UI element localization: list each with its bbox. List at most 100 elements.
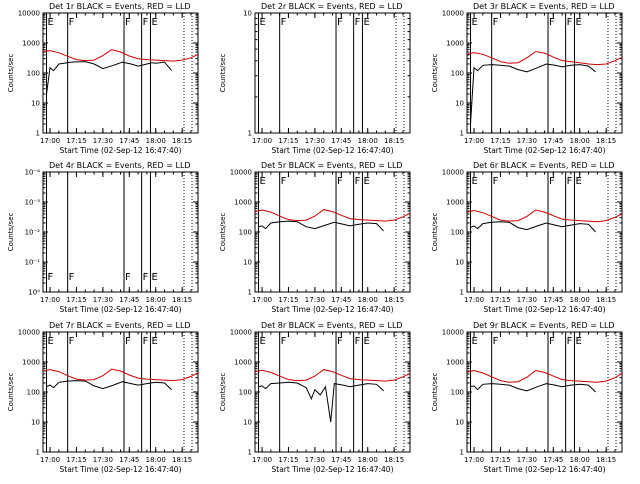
y-axis-label: Counts/sec: [219, 373, 227, 412]
y-tick-label: 10: [31, 419, 40, 427]
flag-label: F: [337, 176, 343, 187]
x-tick-label: 18:00: [146, 296, 166, 304]
flag-label: F: [355, 336, 361, 347]
flag-label: F: [493, 17, 499, 28]
flag-label: F: [69, 17, 75, 28]
y-tick-label: 1000: [446, 199, 464, 207]
flag-label: E: [48, 17, 54, 28]
flag-label: F: [355, 176, 361, 187]
plot-frame: [254, 171, 411, 293]
plot-frame: [466, 12, 623, 134]
x-tick-label: 17:30: [305, 456, 325, 464]
y-tick-label: 10⁻¹: [25, 259, 41, 267]
series-line: [258, 381, 384, 423]
y-tick-label: 10⁰: [28, 289, 40, 297]
x-tick-label: 17:45: [543, 137, 563, 145]
y-tick-label: 1: [36, 449, 40, 457]
plot-frame: [42, 12, 199, 134]
x-axis-label: Start Time (02-Sep-12 16:47:40): [272, 305, 394, 314]
flag-label: F: [337, 336, 343, 347]
panel-title: Det 4r BLACK = Events, RED = LLD: [49, 161, 191, 170]
y-axis-label: Counts/sec: [431, 54, 439, 93]
x-tick-label: 18:15: [596, 137, 616, 145]
y-tick-label: 10000: [442, 329, 464, 337]
x-tick-label: 18:00: [146, 137, 166, 145]
y-axis-label: Counts/sec: [431, 213, 439, 252]
series-line: [42, 368, 199, 382]
x-tick-label: 18:00: [358, 137, 378, 145]
flag-label: F: [337, 17, 343, 28]
x-tick-label: 17:00: [464, 137, 484, 145]
x-tick-label: 17:45: [119, 137, 139, 145]
flag-label: F: [549, 176, 555, 187]
plot-frame: [254, 12, 411, 134]
x-tick-label: 18:15: [172, 296, 192, 304]
y-tick-label: 10: [455, 419, 464, 427]
y-axis-label: Counts/sec: [7, 373, 15, 412]
flag-label: F: [69, 336, 75, 347]
x-tick-label: 18:15: [384, 296, 404, 304]
flag-label: E: [363, 176, 369, 187]
plot-frame: [42, 331, 199, 453]
y-tick-label: 1000: [234, 199, 252, 207]
x-tick-label: 18:15: [384, 456, 404, 464]
y-tick-label: 1000: [22, 40, 40, 48]
x-axis-label: Start Time (02-Sep-12 16:47:40): [484, 305, 606, 314]
flag-label: F: [281, 176, 287, 187]
y-tick-label: 10000: [18, 329, 40, 337]
y-tick-label: 100: [27, 70, 40, 78]
flag-label: F: [125, 17, 131, 28]
series-line: [466, 369, 623, 383]
x-tick-label: 17:15: [490, 137, 510, 145]
flag-label: E: [472, 336, 478, 347]
x-tick-label: 17:15: [66, 137, 86, 145]
x-tick-label: 17:30: [305, 137, 325, 145]
flag-label: E: [575, 17, 581, 28]
y-tick-label: 1000: [22, 359, 40, 367]
x-axis-label: Start Time (02-Sep-12 16:47:40): [60, 465, 182, 474]
x-tick-label: 17:45: [543, 296, 563, 304]
x-tick-label: 18:00: [570, 137, 590, 145]
flag-label: E: [363, 336, 369, 347]
x-tick-label: 17:00: [252, 456, 272, 464]
y-axis-label: Counts/sec: [7, 54, 15, 93]
x-tick-label: 17:15: [278, 296, 298, 304]
flag-label: F: [143, 272, 149, 283]
panel-title: Det 6r BLACK = Events, RED = LLD: [473, 161, 615, 170]
panel-title: Det 7r BLACK = Events, RED = LLD: [49, 321, 191, 330]
x-tick-label: 17:30: [305, 296, 325, 304]
x-tick-label: 18:00: [570, 456, 590, 464]
flag-label: F: [69, 272, 75, 283]
x-tick-label: 17:30: [517, 296, 537, 304]
x-tick-label: 17:45: [331, 296, 351, 304]
x-tick-label: 18:00: [570, 296, 590, 304]
x-tick-label: 17:45: [119, 296, 139, 304]
x-axis-label: Start Time (02-Sep-12 16:47:40): [272, 465, 394, 474]
x-tick-label: 17:15: [490, 296, 510, 304]
y-tick-label: 10⁻³: [25, 199, 41, 207]
x-tick-label: 18:00: [358, 456, 378, 464]
flag-label: F: [143, 336, 149, 347]
y-tick-label: 1: [248, 289, 252, 297]
y-tick-label: 10000: [230, 169, 252, 177]
panel-title: Det 9r BLACK = Events, RED = LLD: [473, 321, 615, 330]
flag-label: F: [567, 336, 573, 347]
flag-label: E: [151, 17, 157, 28]
series-line: [46, 61, 172, 95]
x-tick-label: 17:15: [490, 456, 510, 464]
x-axis-label: Start Time (02-Sep-12 16:47:40): [60, 305, 182, 314]
flag-label: F: [48, 272, 54, 283]
y-tick-label: 10000: [442, 169, 464, 177]
x-axis-label: Start Time (02-Sep-12 16:47:40): [60, 146, 182, 155]
x-tick-label: 17:15: [278, 137, 298, 145]
x-tick-label: 17:30: [93, 456, 113, 464]
flag-label: F: [493, 176, 499, 187]
y-tick-label: 1: [460, 130, 464, 138]
y-tick-label: 1: [460, 449, 464, 457]
flag-label: E: [472, 17, 478, 28]
x-tick-label: 17:45: [331, 456, 351, 464]
y-tick-label: 10: [31, 100, 40, 108]
panel-title: Det 8r BLACK = Events, RED = LLD: [261, 321, 403, 330]
x-tick-label: 17:30: [93, 137, 113, 145]
flag-label: E: [260, 17, 266, 28]
